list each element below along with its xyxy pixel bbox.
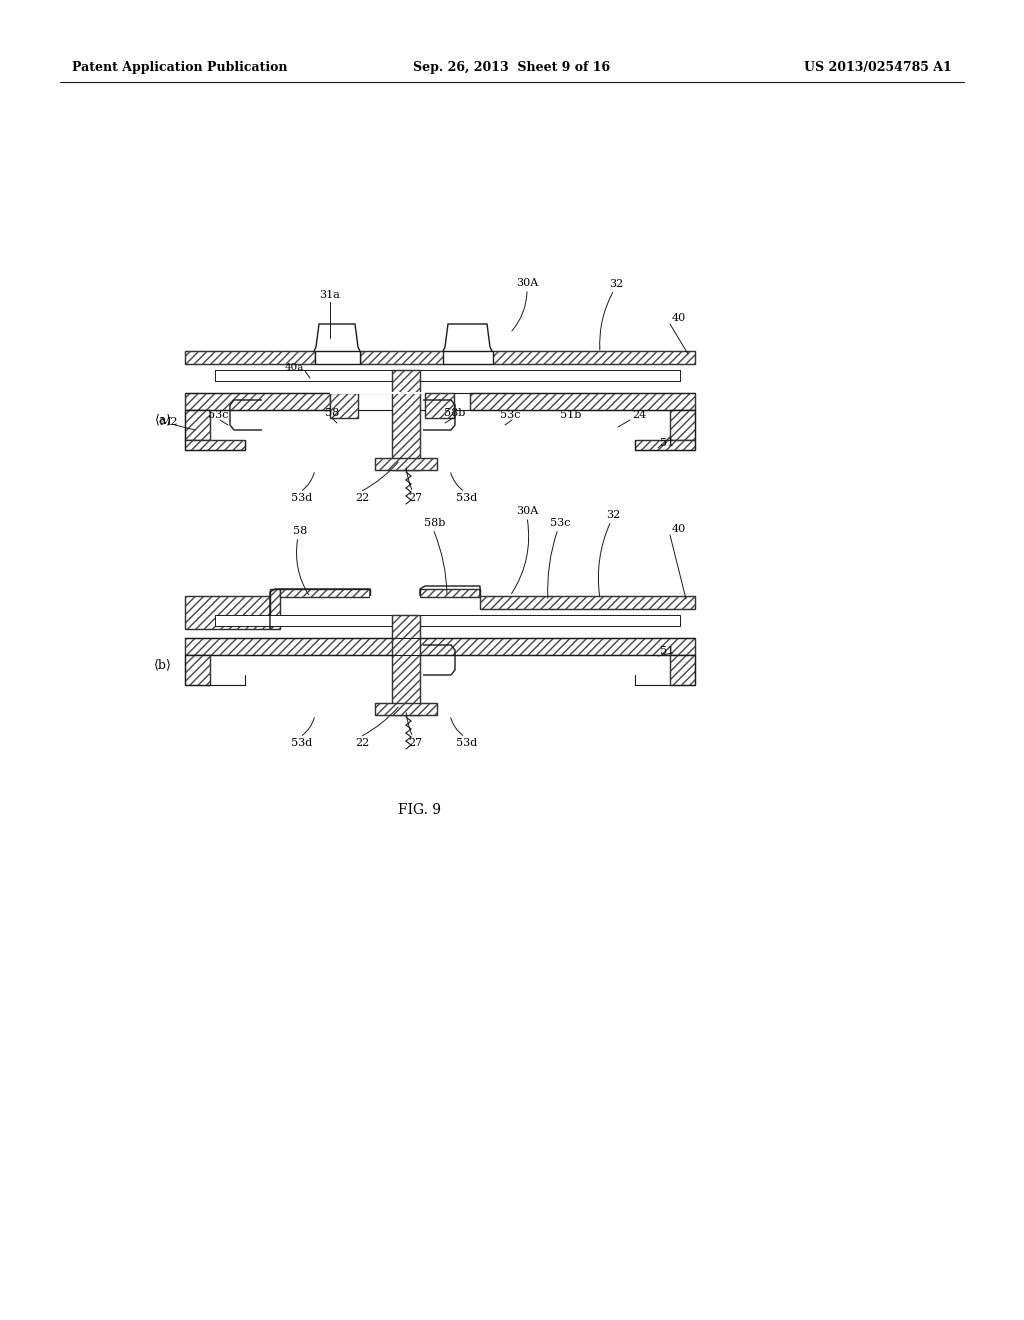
Bar bbox=[360, 351, 444, 364]
Text: 51: 51 bbox=[660, 645, 674, 656]
Bar bbox=[270, 589, 280, 630]
Bar bbox=[270, 589, 280, 630]
Text: 58b: 58b bbox=[444, 408, 466, 418]
Bar bbox=[185, 597, 270, 630]
Bar bbox=[443, 351, 493, 364]
Bar bbox=[635, 440, 695, 450]
Bar bbox=[185, 597, 270, 630]
Bar bbox=[370, 597, 420, 601]
Text: 58b: 58b bbox=[424, 517, 445, 528]
Text: 30A: 30A bbox=[516, 279, 539, 288]
Bar bbox=[670, 411, 695, 440]
Text: FIG. 9: FIG. 9 bbox=[398, 803, 441, 817]
Text: 27: 27 bbox=[408, 492, 422, 503]
Text: 53d: 53d bbox=[457, 492, 477, 503]
Text: 51: 51 bbox=[660, 438, 674, 447]
Bar bbox=[375, 458, 437, 470]
Bar bbox=[280, 589, 370, 597]
Bar bbox=[185, 638, 695, 655]
Text: 24: 24 bbox=[632, 411, 646, 420]
Bar bbox=[185, 351, 315, 364]
Bar bbox=[330, 393, 358, 418]
Bar bbox=[480, 597, 695, 609]
Bar bbox=[392, 370, 420, 470]
Bar bbox=[330, 393, 358, 418]
Bar bbox=[185, 393, 330, 411]
Bar bbox=[215, 370, 680, 381]
Text: 30A: 30A bbox=[516, 506, 539, 516]
Text: 31a: 31a bbox=[319, 290, 340, 300]
Bar bbox=[670, 655, 695, 685]
Bar bbox=[375, 704, 437, 715]
Bar bbox=[470, 393, 695, 411]
Text: 22: 22 bbox=[355, 492, 369, 503]
Bar bbox=[215, 615, 680, 626]
Text: M2: M2 bbox=[160, 417, 178, 426]
Text: ⟨a⟩: ⟨a⟩ bbox=[155, 413, 172, 426]
Text: 40: 40 bbox=[672, 524, 686, 535]
Bar bbox=[492, 351, 695, 364]
Bar bbox=[392, 615, 420, 715]
Text: 22: 22 bbox=[355, 738, 369, 748]
Text: 27: 27 bbox=[408, 738, 422, 748]
Bar bbox=[392, 370, 420, 470]
Text: 51b: 51b bbox=[560, 411, 582, 420]
Text: 53d: 53d bbox=[457, 738, 477, 748]
Bar bbox=[185, 655, 210, 685]
Bar bbox=[360, 351, 444, 364]
Bar bbox=[185, 638, 695, 655]
Text: Patent Application Publication: Patent Application Publication bbox=[72, 62, 288, 74]
Bar bbox=[420, 589, 480, 597]
Text: 53d: 53d bbox=[292, 738, 312, 748]
Bar bbox=[670, 411, 695, 440]
Text: 40: 40 bbox=[672, 313, 686, 323]
Bar bbox=[315, 351, 360, 364]
Bar bbox=[185, 440, 245, 450]
Bar bbox=[392, 615, 420, 715]
Text: 32: 32 bbox=[606, 510, 621, 520]
Text: 32: 32 bbox=[609, 279, 624, 289]
Bar bbox=[280, 589, 370, 597]
Text: Sep. 26, 2013  Sheet 9 of 16: Sep. 26, 2013 Sheet 9 of 16 bbox=[414, 62, 610, 74]
Bar bbox=[425, 393, 454, 418]
Text: 53c: 53c bbox=[208, 411, 228, 420]
Text: 53c: 53c bbox=[550, 517, 570, 528]
Text: ⟨b⟩: ⟨b⟩ bbox=[154, 659, 172, 672]
Text: US 2013/0254785 A1: US 2013/0254785 A1 bbox=[804, 62, 952, 74]
Text: 40a: 40a bbox=[285, 363, 304, 372]
Bar bbox=[375, 458, 437, 470]
Bar bbox=[470, 393, 695, 411]
Text: 53d: 53d bbox=[292, 492, 312, 503]
Bar bbox=[635, 440, 695, 450]
Bar bbox=[185, 393, 330, 411]
Bar bbox=[375, 704, 437, 715]
Bar bbox=[420, 589, 480, 597]
Bar bbox=[480, 597, 695, 609]
Bar bbox=[185, 411, 210, 440]
Bar bbox=[330, 392, 425, 393]
Text: 53c: 53c bbox=[500, 411, 520, 420]
Bar bbox=[492, 351, 695, 364]
Bar bbox=[425, 393, 454, 418]
Bar bbox=[185, 440, 245, 450]
Text: 58: 58 bbox=[325, 408, 339, 418]
Text: 58: 58 bbox=[293, 525, 307, 536]
Bar bbox=[185, 351, 315, 364]
Bar bbox=[670, 655, 695, 685]
Bar bbox=[185, 411, 210, 440]
Bar bbox=[185, 655, 210, 685]
